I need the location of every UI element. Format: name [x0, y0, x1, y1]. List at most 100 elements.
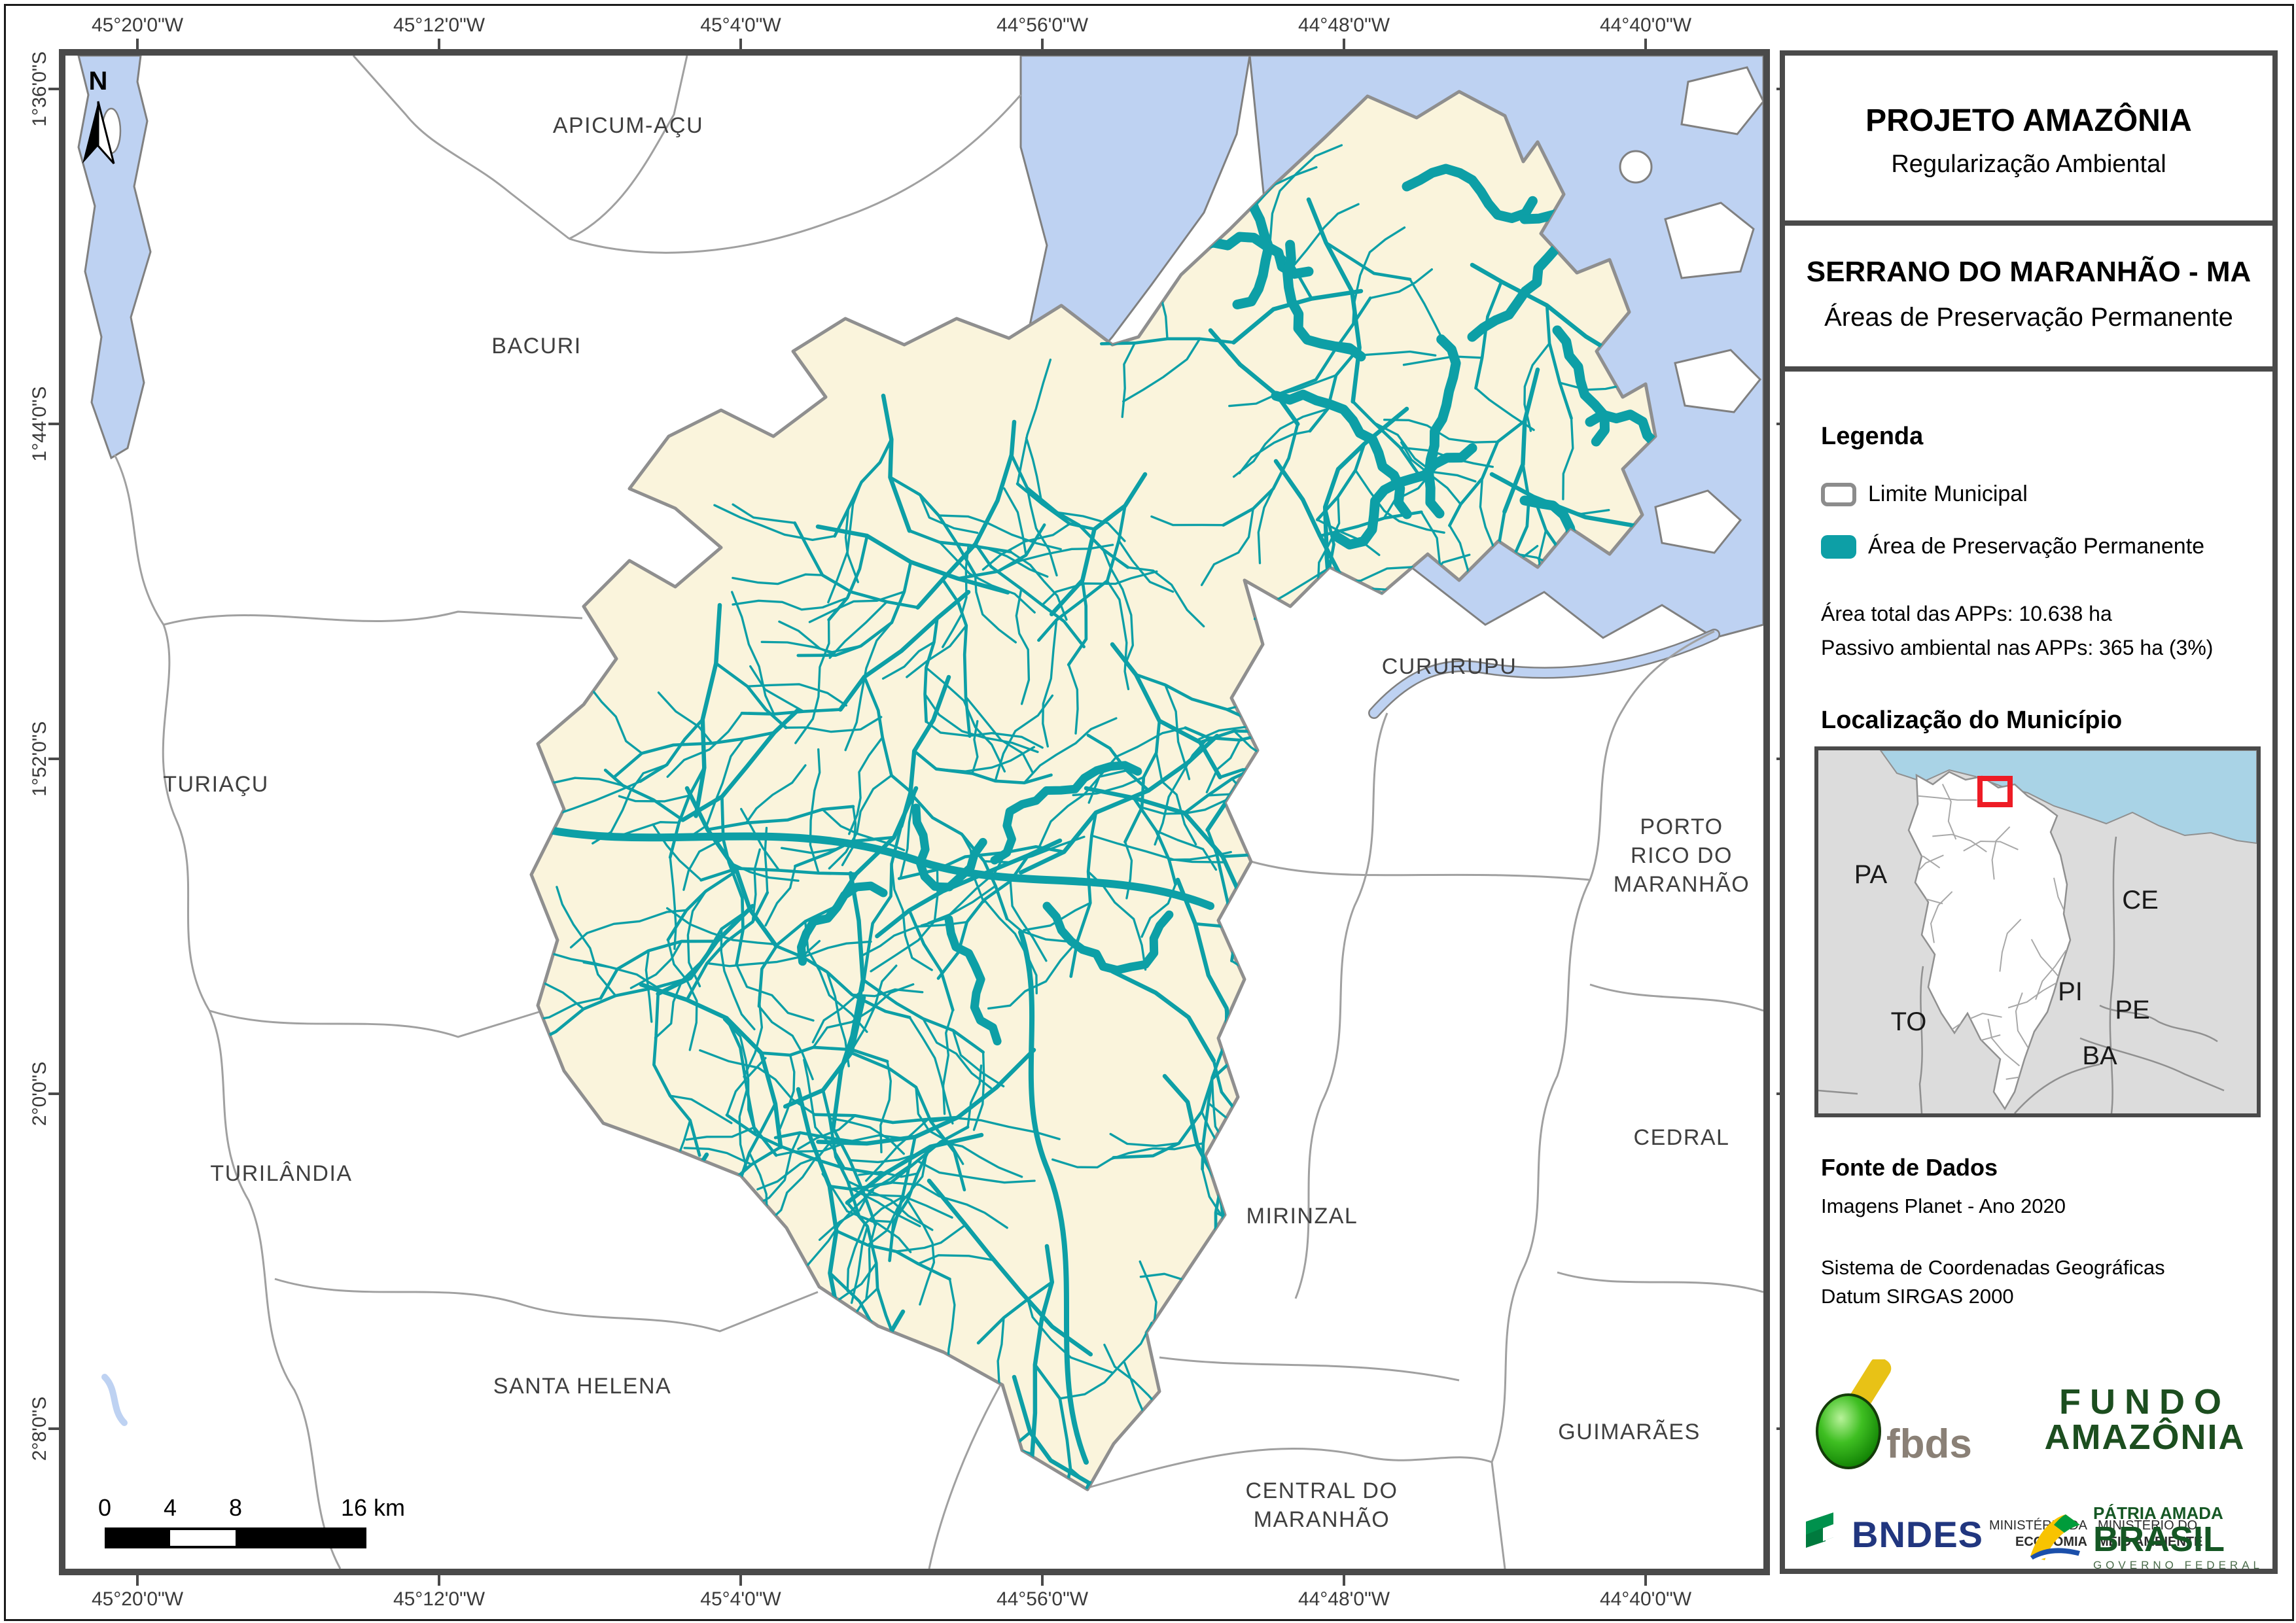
lat-label-left: 1°44'0"S	[29, 386, 50, 462]
app-stream	[828, 774, 893, 870]
brasil-gov-icon	[2030, 1514, 2080, 1563]
app-stream	[1041, 570, 1158, 606]
lat-tick-left	[48, 1427, 59, 1430]
app-stream	[639, 718, 705, 783]
app-stream	[951, 1029, 1005, 1088]
app-stream	[841, 805, 857, 867]
app-stream	[942, 544, 970, 648]
inset-state-borders	[1818, 836, 2225, 1114]
app-stream	[516, 1242, 528, 1302]
app-stream	[531, 976, 692, 1046]
inset-line	[1991, 826, 2011, 880]
app-stream	[1203, 1299, 1241, 1358]
inset-line	[1941, 784, 1957, 840]
app-stream	[1585, 410, 1655, 453]
app-stream	[656, 903, 755, 996]
app-stream	[531, 1292, 596, 1352]
lat-tick-left	[48, 1092, 59, 1095]
lon-label-top: 45°12'0"W	[393, 14, 486, 36]
brasil-line3: GOVERNO FEDERAL	[2093, 1559, 2263, 1571]
app-stream	[669, 856, 677, 951]
app-stream	[1010, 453, 1130, 569]
app-stream	[1067, 578, 1088, 667]
app-stream	[648, 1178, 742, 1234]
label-pe: PE	[2115, 996, 2149, 1024]
app-stream	[685, 1126, 756, 1141]
app-stream	[794, 835, 896, 868]
app-stream	[725, 1113, 885, 1177]
app-stream	[1409, 278, 1445, 343]
label-porto-rico-3: MARANHÃO	[1614, 872, 1750, 897]
fundo-amazonia-logo: FUNDO AMAZÔNIA	[2027, 1384, 2263, 1455]
app-stream	[938, 541, 1036, 614]
municipality-title: SERRANO DO MARANHÃO - MA	[1806, 256, 2252, 288]
app-stream	[906, 1420, 963, 1469]
app-stream	[1127, 566, 1205, 628]
app-stream	[1112, 1058, 1235, 1159]
app-stream	[845, 1132, 984, 1205]
app-stream	[629, 940, 683, 989]
app-total-stat: Área total das APPs: 10.638 ha	[1821, 602, 2112, 625]
inset-line	[1930, 891, 1953, 943]
app-stream	[722, 1018, 757, 1136]
app-stream	[1038, 769, 1128, 847]
app-stream	[889, 476, 977, 577]
app-stream	[831, 871, 865, 1130]
app-stream	[1055, 511, 1126, 542]
inset-line	[2007, 980, 2060, 1009]
app-stream	[809, 748, 821, 875]
app-stream	[1029, 1244, 1055, 1466]
app-stream	[803, 1058, 846, 1170]
app-stream	[860, 824, 903, 992]
app-stream	[828, 601, 888, 659]
inset-line	[1987, 1019, 2021, 1067]
lon-tick-bottom	[1644, 1575, 1647, 1586]
app-stream	[1061, 1481, 1091, 1490]
app-stream	[735, 963, 815, 1022]
lat-tick-left	[48, 423, 59, 425]
app-stream	[877, 1451, 961, 1471]
app-stream	[797, 881, 888, 966]
app-stream	[844, 621, 893, 752]
app-stream	[928, 1444, 1033, 1455]
app-stream	[1208, 328, 1300, 427]
app-stream	[966, 1064, 983, 1128]
app-stream	[1277, 710, 1319, 772]
label-mirinzal: MIRINZAL	[1246, 1204, 1358, 1229]
location-heading: Localização do Município	[1821, 707, 2123, 734]
label-apicum-acu: APICUM-AÇU	[553, 113, 703, 138]
scale-8: 8	[229, 1494, 242, 1521]
app-stream	[1200, 507, 1254, 586]
app-stream	[1467, 241, 1563, 342]
app-stream	[778, 620, 837, 657]
lon-tick-top	[1041, 39, 1044, 49]
lon-label-top: 45°4'0"W	[700, 14, 781, 36]
locator-inset-map: PA TO CE PI PE BA	[1814, 746, 2261, 1117]
app-stream	[845, 1201, 902, 1353]
project-subtitle: Regularização Ambiental	[1891, 150, 2166, 178]
app-stream	[726, 1056, 767, 1117]
app-stream	[1338, 865, 1368, 939]
lon-tick-bottom	[136, 1575, 139, 1586]
app-stream	[582, 961, 658, 988]
app-stream	[1102, 548, 1134, 663]
app-stream	[1023, 717, 1118, 784]
app-area-swatch	[1821, 534, 1856, 559]
source-line-2: Sistema de Coordenadas Geográficas	[1821, 1256, 2165, 1279]
app-stream	[1019, 733, 1220, 875]
app-stream	[764, 865, 797, 927]
lon-tick-bottom	[1041, 1575, 1044, 1586]
app-stream	[720, 795, 745, 966]
app-stream	[1155, 829, 1218, 871]
app-stream	[779, 1054, 796, 1130]
app-stream	[1269, 144, 1343, 245]
label-porto-rico-1: PORTO	[1640, 814, 1723, 839]
app-stream	[941, 578, 972, 738]
app-stream	[1479, 477, 1498, 556]
app-stream	[794, 618, 830, 744]
app-stream	[866, 1440, 963, 1490]
app-stream	[1241, 758, 1333, 772]
app-stream	[1042, 618, 1058, 748]
inset-maranhao	[1907, 771, 2072, 1111]
